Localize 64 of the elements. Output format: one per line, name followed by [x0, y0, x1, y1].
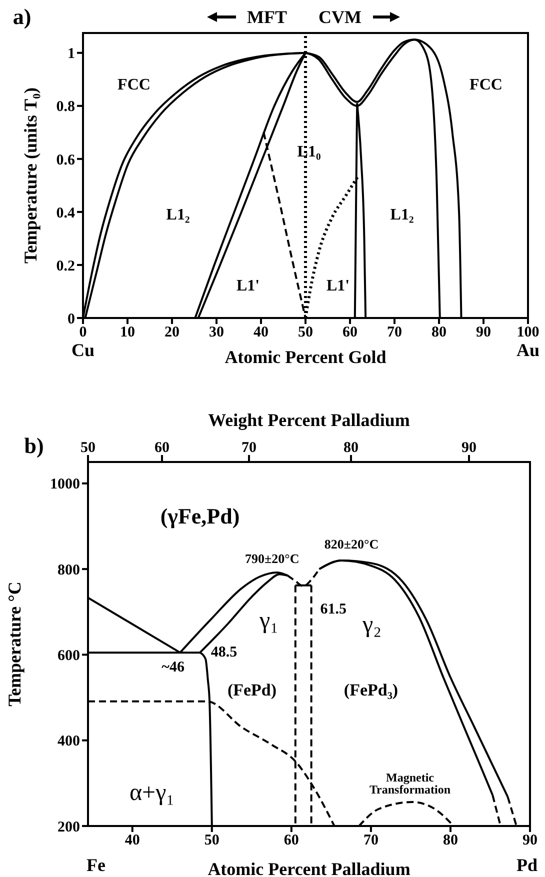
- annotation: α+γ₁: [129, 780, 175, 806]
- annotation: L1': [326, 278, 350, 294]
- x-axis-title: Atomic Percent Gold: [224, 347, 386, 367]
- x-tick-label: 70: [363, 832, 378, 849]
- annotation: Magnetic Transformation: [369, 770, 451, 796]
- annotation: L1₂: [390, 206, 414, 224]
- y-tick-label: 600: [58, 648, 80, 664]
- x-tick-label: 10: [120, 324, 135, 341]
- y-tick-label: 1: [68, 46, 75, 62]
- annotation: γ₂: [362, 612, 382, 638]
- y-axis-title: Temperature (units T₀): [20, 87, 40, 264]
- x-tick-label: 50: [204, 832, 220, 849]
- x-tick-label: 50: [298, 324, 313, 341]
- y-tick-label: 0.6: [56, 152, 76, 168]
- y-tick-label: 200: [58, 819, 80, 836]
- chart-title: b): [24, 433, 44, 458]
- text: Pd: [516, 855, 538, 875]
- x-tick-label: 100: [516, 324, 540, 341]
- x-tick-label: 90: [522, 832, 538, 849]
- text: 70: [242, 440, 256, 456]
- x-axis-title: Atomic Percent Palladium: [208, 859, 410, 877]
- x-tick-label: 90: [476, 324, 491, 341]
- text: 50: [80, 440, 96, 456]
- x-tick-label: 40: [254, 324, 268, 341]
- x-tick-label: 70: [387, 324, 402, 341]
- x-tick-label: 30: [209, 324, 224, 341]
- x-tick-label: 20: [164, 324, 180, 341]
- text: CVM: [318, 7, 362, 27]
- y-tick-label: 1000: [50, 476, 80, 493]
- y-tick-label: 400: [58, 734, 80, 750]
- annotation: ~46: [162, 660, 185, 676]
- x2-axis-title: Weight Percent Palladium: [208, 410, 410, 430]
- chart-title: a): [12, 4, 32, 29]
- annotation: L1': [236, 278, 260, 294]
- text: Au: [516, 340, 540, 360]
- x-tick-label: 60: [342, 324, 358, 341]
- y-tick-label: 800: [58, 562, 80, 578]
- y-axis-title: Temperature °C: [4, 582, 24, 706]
- x-tick-label: 80: [442, 832, 458, 849]
- annotation: 61.5: [320, 601, 346, 618]
- x-tick-label: 80: [432, 324, 446, 341]
- annotation: FCC: [470, 76, 502, 94]
- annotation: 820±20°C: [324, 536, 379, 552]
- x-tick-label: 40: [124, 832, 140, 849]
- text: Cu: [71, 340, 95, 360]
- y-tick-label: 0.8: [56, 99, 75, 116]
- text: MFT: [247, 7, 287, 27]
- y-tick-label: 0.2: [56, 258, 75, 274]
- annotation: γ₁: [258, 608, 278, 634]
- annotation: L1₀: [297, 144, 321, 160]
- text: Fe: [86, 855, 106, 875]
- x-tick-label: 60: [284, 832, 299, 849]
- annotation: (FePd₃): [344, 680, 398, 700]
- text: 90: [462, 440, 476, 456]
- annotation: 790±20°C: [244, 550, 300, 566]
- annotation: (FePd): [227, 680, 277, 700]
- annotation: FCC: [118, 76, 150, 94]
- annotation: (γFe,Pd): [160, 504, 240, 528]
- annotation: L1₂: [166, 206, 190, 224]
- y-tick-label: 0.4: [56, 205, 76, 222]
- text: 80: [344, 440, 358, 456]
- annotation: 48.5: [210, 644, 238, 661]
- y-tick-label: 0: [68, 311, 75, 328]
- text: 60: [154, 440, 170, 456]
